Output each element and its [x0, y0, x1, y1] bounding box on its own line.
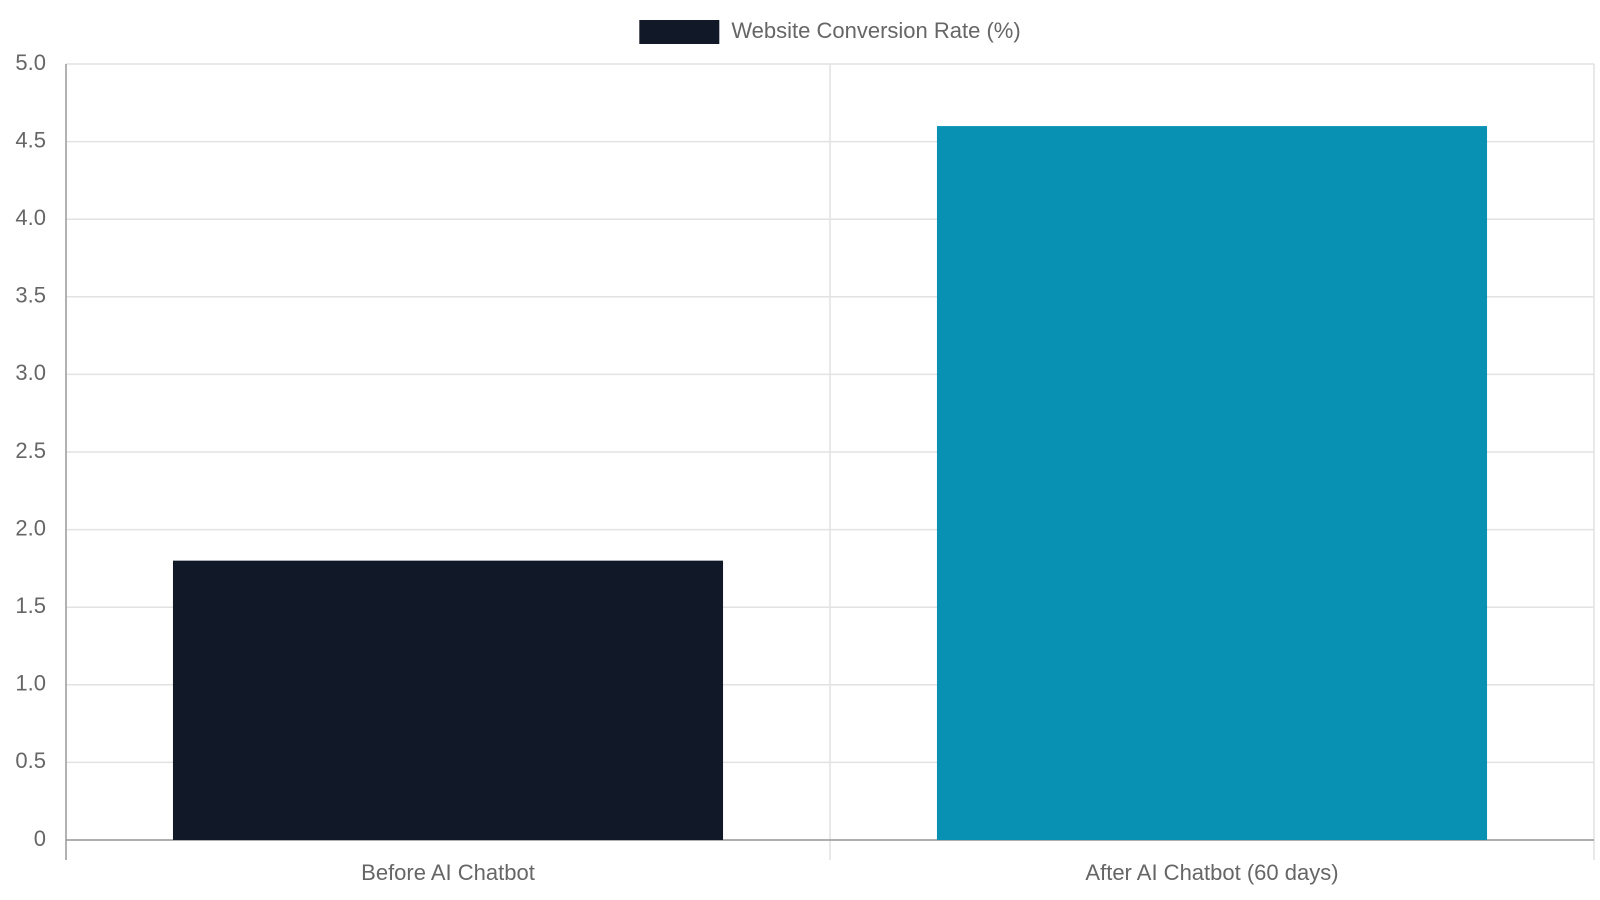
- y-tick-label: 2.0: [15, 515, 46, 540]
- y-tick-label: 0: [34, 826, 46, 851]
- y-tick-label: 4.0: [15, 205, 46, 230]
- legend-swatch: [639, 20, 720, 44]
- bar: [172, 560, 724, 840]
- bar: [936, 126, 1488, 840]
- y-tick-label: 3.0: [15, 360, 46, 385]
- y-tick-label: 5.0: [15, 50, 46, 75]
- x-tick-label: After AI Chatbot (60 days): [1085, 860, 1338, 885]
- y-tick-label: 3.5: [15, 283, 46, 308]
- y-tick-label: 0.5: [15, 748, 46, 773]
- y-tick-label: 4.5: [15, 127, 46, 152]
- y-tick-label: 2.5: [15, 438, 46, 463]
- y-tick-label: 1.0: [15, 671, 46, 696]
- x-tick-label: Before AI Chatbot: [361, 860, 535, 885]
- y-tick-label: 1.5: [15, 593, 46, 618]
- legend-label: Website Conversion Rate (%): [731, 18, 1020, 43]
